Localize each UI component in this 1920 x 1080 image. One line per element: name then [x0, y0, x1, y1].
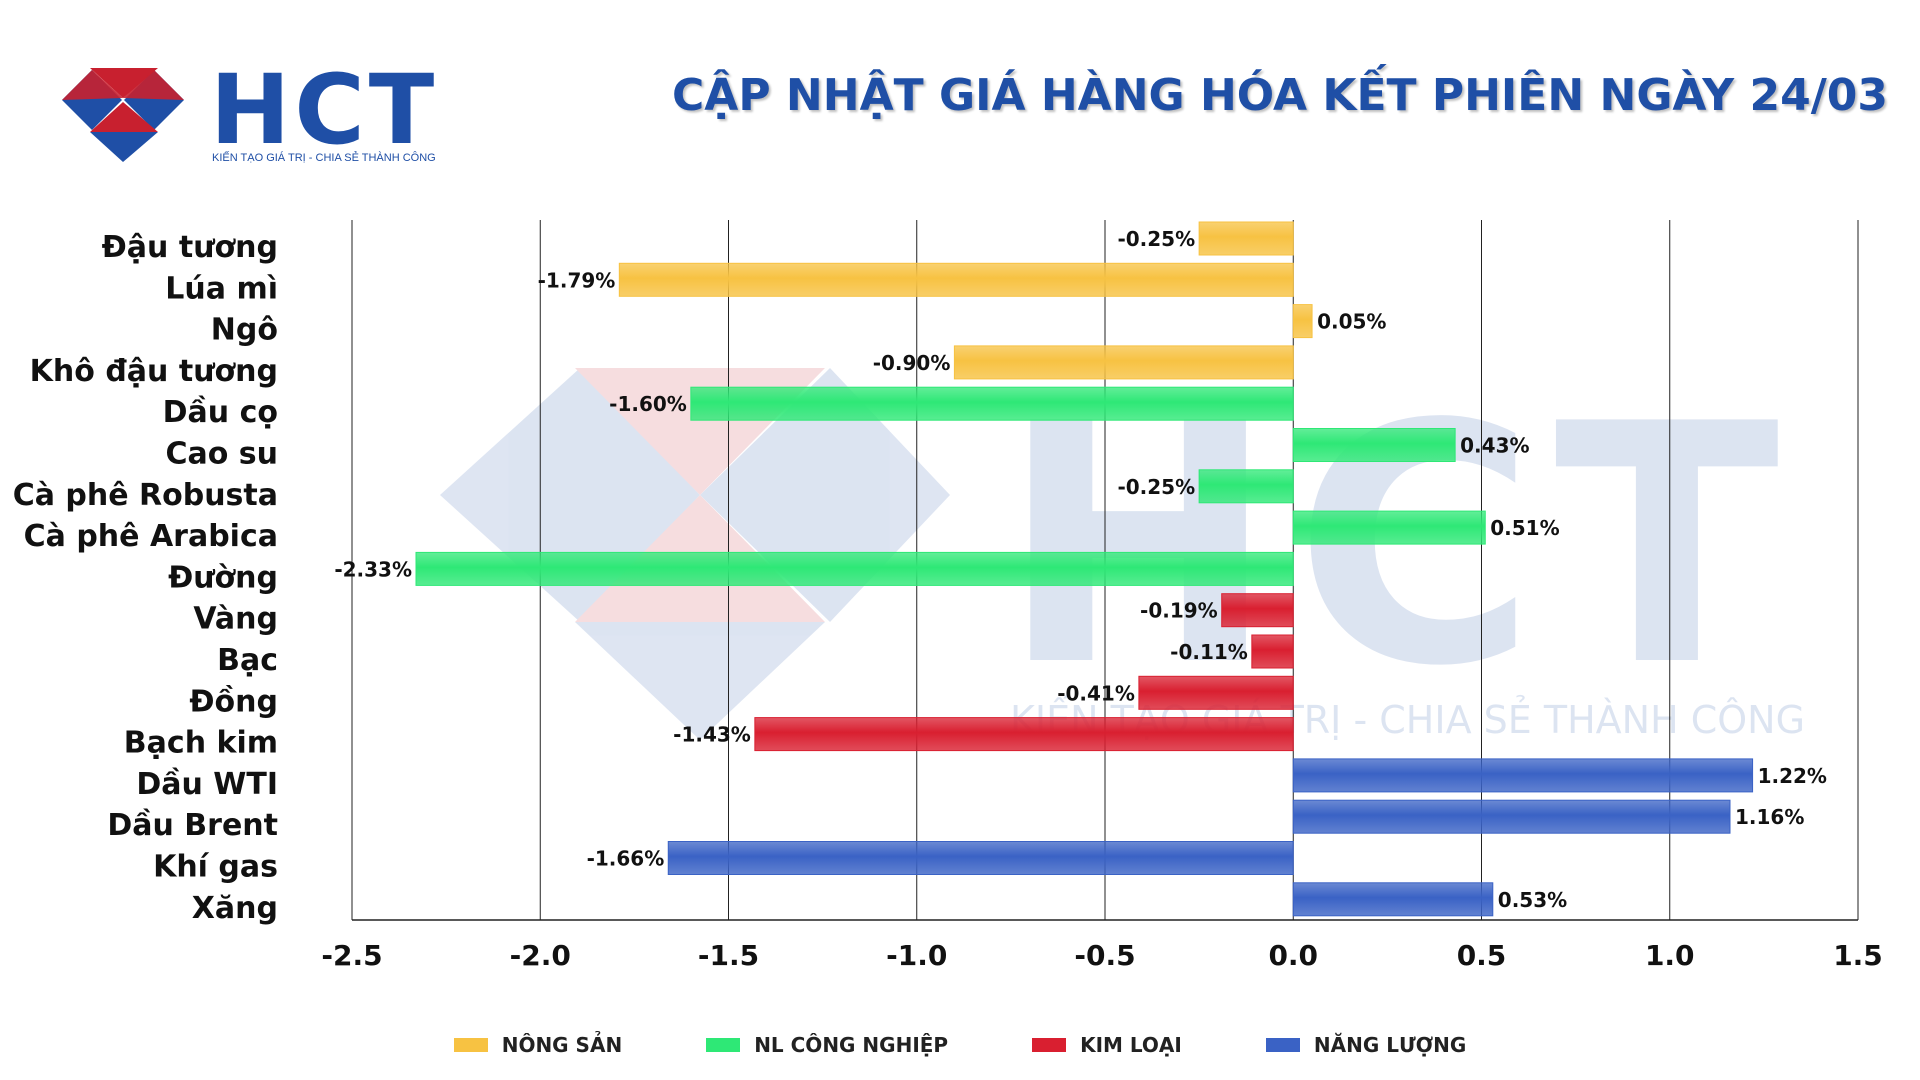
x-tick-label: 0.5 — [1457, 939, 1507, 972]
x-tick-label: -0.5 — [1074, 939, 1135, 972]
category-label: Cà phê Robusta — [13, 478, 278, 513]
data-label: 1.16% — [1735, 805, 1804, 829]
x-tick-label: -1.5 — [698, 939, 759, 972]
category-label: Dầu WTI — [136, 767, 278, 802]
legend-label: NÔNG SẢN — [501, 1033, 623, 1057]
bar — [667, 841, 1294, 875]
brand-logo: HCT KIẾN TẠO GIÁ TRỊ - CHIA SẺ THÀNH CÔN… — [62, 54, 442, 170]
data-label: 0.43% — [1460, 434, 1529, 458]
category-labels: Đậu tương Lúa mì Ngô Khô đậu tương Dầu cọ Cao… — [13, 230, 278, 926]
logo-tagline: KIẾN TẠO GIÁ TRỊ - CHIA SẺ THÀNH CÔNG — [212, 152, 436, 164]
logo-text: HCT — [210, 54, 439, 166]
data-label: -1.79% — [538, 268, 616, 292]
bar — [1198, 469, 1294, 504]
data-labels: -0.25% -1.79% 0.05% -0.90% -1.60% 0.43% -0.25%… — [334, 227, 1827, 912]
category-label: Vàng — [193, 602, 278, 637]
category-label: Dầu Brent — [107, 808, 278, 843]
x-tick-label: 0.0 — [1268, 939, 1318, 972]
data-label: -1.43% — [673, 723, 751, 747]
x-tick-label: -1.0 — [886, 939, 947, 972]
bar — [1292, 428, 1456, 462]
category-label: Đường — [168, 560, 278, 595]
bar — [1292, 799, 1731, 834]
category-label: Bạch kim — [124, 726, 278, 761]
data-label: 0.51% — [1490, 516, 1559, 540]
legend-swatch — [706, 1038, 741, 1052]
legend-item: NĂNG LƯỢNG — [1265, 1025, 1467, 1065]
bar — [1292, 304, 1313, 339]
data-label: -0.25% — [1117, 227, 1195, 251]
category-label: Lúa mì — [165, 271, 278, 306]
category-label: Cao su — [165, 437, 278, 472]
data-label: 0.53% — [1498, 888, 1567, 912]
legend-swatch — [1265, 1038, 1300, 1052]
category-label: Khô đậu tương — [30, 354, 278, 389]
data-label: -0.11% — [1170, 640, 1248, 664]
bar — [1198, 221, 1294, 256]
data-label: 1.22% — [1758, 764, 1827, 788]
data-label: -0.90% — [873, 351, 951, 375]
legend-item: NL CÔNG NGHIỆP — [706, 1025, 948, 1065]
x-tick-label: -2.5 — [321, 939, 382, 972]
bar — [1292, 758, 1754, 793]
bar — [1138, 675, 1294, 710]
category-label: Bạc — [217, 643, 278, 678]
category-label: Xăng — [192, 891, 278, 926]
legend-item: NÔNG SẢN — [453, 1025, 623, 1065]
chart-legend: NÔNG SẢN NL CÔNG NGHIỆP KIM LOẠI NĂNG LƯỢNG — [0, 1025, 1920, 1065]
bar — [1292, 882, 1494, 917]
legend-swatch — [1032, 1038, 1067, 1052]
data-label: -1.60% — [609, 392, 687, 416]
legend-label: NL CÔNG NGHIỆP — [754, 1033, 949, 1057]
data-label: -1.66% — [587, 847, 665, 871]
legend-item: KIM LOẠI — [1032, 1025, 1182, 1065]
x-tick-label: 1.5 — [1833, 939, 1883, 972]
x-axis-tick-labels: -2.5 -2.0 -1.5 -1.0 -0.5 0.0 0.5 1.0 1.5 — [321, 939, 1882, 972]
data-label: -2.33% — [334, 557, 412, 581]
bar — [690, 386, 1294, 421]
x-tick-label: -2.0 — [510, 939, 571, 972]
bar — [415, 551, 1294, 586]
bar — [618, 262, 1294, 297]
category-label: Dầu cọ — [163, 395, 278, 430]
legend-label: KIM LOẠI — [1080, 1033, 1182, 1057]
category-label: Khí gas — [153, 850, 278, 885]
legend-label: NĂNG LƯỢNG — [1313, 1033, 1467, 1057]
chart-bars — [415, 221, 1754, 917]
x-tick-label: 1.0 — [1645, 939, 1695, 972]
data-label: -0.25% — [1117, 475, 1195, 499]
bar — [1292, 510, 1486, 545]
category-label: Đồng — [189, 684, 278, 719]
page-title: CẬP NHẬT GIÁ HÀNG HÓA KẾT PHIÊN NGÀY 24/… — [672, 70, 1888, 121]
category-label: Ngô — [211, 313, 278, 348]
data-label: -0.41% — [1057, 681, 1135, 705]
data-label: 0.05% — [1317, 310, 1386, 334]
logo-mark-icon — [62, 68, 184, 162]
bar — [754, 717, 1294, 752]
bar — [953, 345, 1294, 380]
bar — [1221, 593, 1294, 628]
legend-swatch — [453, 1038, 488, 1052]
category-label: Đậu tương — [102, 230, 278, 265]
bar — [1251, 634, 1294, 669]
category-label: Cà phê Arabica — [24, 519, 278, 554]
data-label: -0.19% — [1140, 599, 1218, 623]
